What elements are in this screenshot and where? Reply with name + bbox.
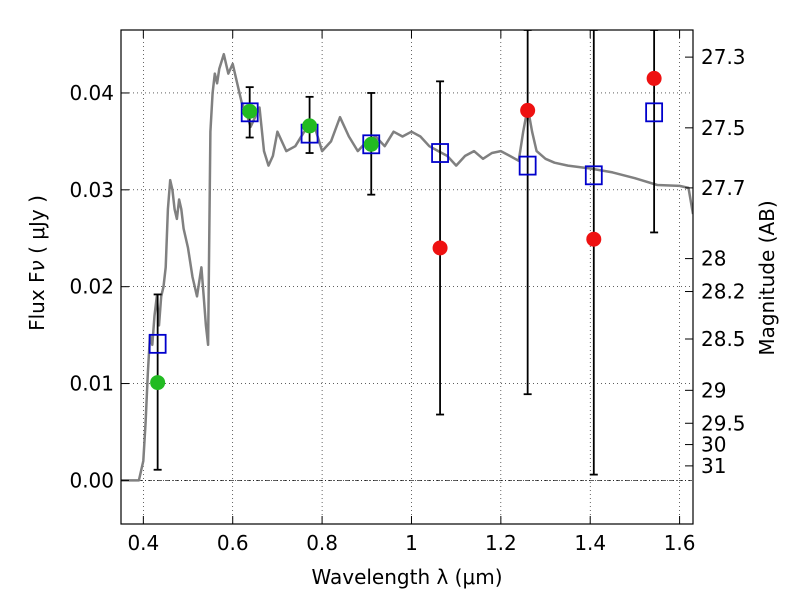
- y-axis-label-text: Flux F: [25, 271, 49, 330]
- model-point-square: [431, 143, 449, 163]
- nondetection-point: [586, 231, 602, 247]
- nondetection-point: [432, 240, 448, 256]
- x-tick-label: 0.8: [306, 531, 338, 555]
- x-tick-label: 0.4: [127, 531, 159, 555]
- axis-ticks: 0.4 0.6 0.8 1 1.2 1.4 1.6 0.00 0.01 0.02 0.03 0.04 2…: [69, 30, 746, 555]
- x-tick-label: 1.6: [664, 531, 696, 555]
- right-tick-label: 27.7: [701, 176, 746, 200]
- right-tick-label: 28: [701, 247, 726, 271]
- nondetection-point: [520, 102, 536, 118]
- y-axis-label: Flux Fν ( μJy ): [25, 195, 49, 331]
- plot-frame: [120, 29, 694, 525]
- x-tick-label: 1: [405, 531, 418, 555]
- y-tick-label: 0.04: [69, 81, 114, 105]
- right-tick-label: 30: [701, 433, 726, 457]
- detection-point: [302, 118, 318, 134]
- right-tick-label: 29.5: [701, 411, 746, 435]
- model-spectrum-line: [121, 52, 693, 482]
- data-layer: [121, 30, 693, 482]
- model-point-square: [362, 134, 381, 155]
- right-tick-label: 27.3: [701, 45, 746, 69]
- detection-point: [363, 136, 379, 152]
- right-axis-label: Magnitude (AB): [755, 200, 779, 355]
- x-tick-label: 1.2: [485, 531, 517, 555]
- y-axis-label-nu: ν: [25, 260, 49, 271]
- y-axis-label-unit: ( μJy ): [25, 195, 49, 260]
- right-tick-label: 28.5: [701, 327, 746, 351]
- model-point-square: [584, 165, 603, 186]
- model-point-square: [645, 102, 664, 123]
- y-tick-label: 0.01: [69, 372, 114, 396]
- detection-point: [242, 103, 258, 119]
- model-point-square: [148, 333, 167, 354]
- right-tick-label: 29: [701, 378, 726, 402]
- x-tick-label: 0.6: [217, 531, 249, 555]
- right-tick-label: 27.5: [701, 116, 746, 140]
- y-tick-label: 0.02: [69, 275, 114, 299]
- nondetection-point: [646, 70, 662, 86]
- y-tick-label: 0.03: [69, 178, 114, 202]
- model-point-square: [240, 102, 259, 123]
- x-tick-label: 1.4: [574, 531, 606, 555]
- right-tick-label: 28.2: [701, 280, 746, 304]
- y-tick-label: 0.00: [69, 468, 114, 492]
- detection-point: [150, 375, 166, 391]
- grid-lines: [121, 30, 693, 524]
- right-tick-label: 31: [701, 454, 726, 478]
- x-axis-label: Wavelength λ (μm): [311, 565, 502, 589]
- model-point-square: [518, 155, 537, 176]
